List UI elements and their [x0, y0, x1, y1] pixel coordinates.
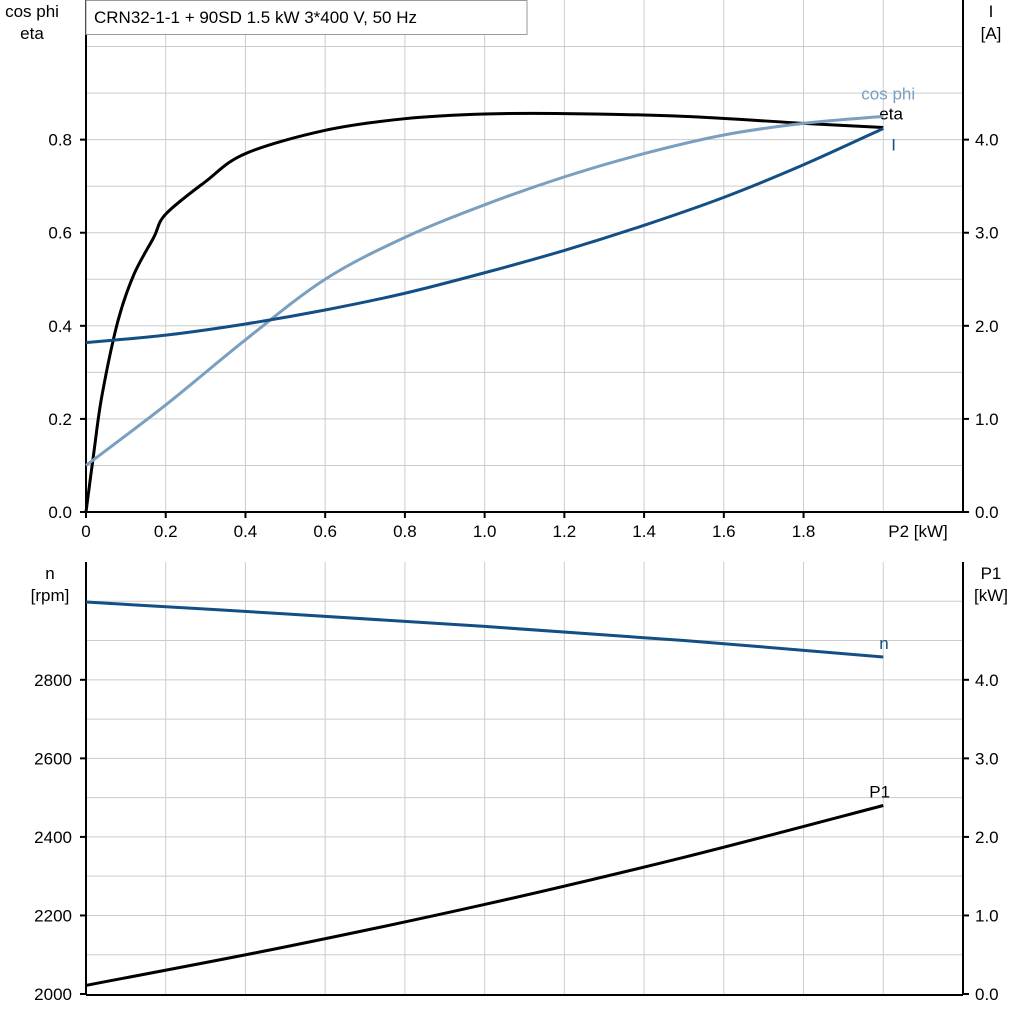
y-tick-label-right: 1.0 [975, 906, 999, 925]
y-tick-label-left: 0.6 [48, 224, 72, 243]
series-line-I [85, 127, 884, 345]
series-line-n [85, 600, 884, 659]
x-tick-label: 1.4 [632, 522, 656, 541]
y-tick-label-left: 2600 [34, 749, 72, 768]
y-axis-label-right: [kW] [974, 586, 1008, 605]
y-tick-label-left: 2400 [34, 828, 72, 847]
y-tick-label-left: 2800 [34, 671, 72, 690]
series-label-cos-phi: cos phi [861, 84, 915, 103]
y-axis-label-right: I [989, 2, 994, 21]
y-tick-label-right: 2.0 [975, 828, 999, 847]
x-axis-label: P2 [kW] [888, 522, 948, 541]
title-box [85, 0, 528, 35]
y-axis-label-left: [rpm] [31, 586, 70, 605]
x-tick-label: 0.2 [154, 522, 178, 541]
y-axis-label-left: eta [20, 24, 44, 43]
y-axis-label-right: [A] [981, 24, 1002, 43]
x-tick-label: 1.8 [792, 522, 816, 541]
x-tick-label: 1.2 [553, 522, 577, 541]
x-tick-label: 1.0 [473, 522, 497, 541]
y-tick-label-right: 4.0 [975, 131, 999, 150]
y-axis-label-right: P1 [981, 564, 1002, 583]
chart-title: CRN32-1-1 + 90SD 1.5 kW 3*400 V, 50 Hz [94, 8, 417, 27]
series-label-eta: eta [879, 105, 903, 124]
y-tick-label-right: 0.0 [975, 503, 999, 522]
x-tick-label: 0.4 [234, 522, 258, 541]
y-tick-label-left: 0.2 [48, 410, 72, 429]
y-tick-label-right: 1.0 [975, 410, 999, 429]
y-tick-label-right: 4.0 [975, 671, 999, 690]
x-tick-label: 0 [81, 522, 90, 541]
series-line-P1 [85, 804, 884, 987]
y-tick-label-left: 0.0 [48, 503, 72, 522]
y-axis-label-left: n [45, 564, 54, 583]
y-tick-label-right: 0.0 [975, 985, 999, 1004]
series-line-eta [84, 111, 884, 513]
y-tick-label-right: 3.0 [975, 224, 999, 243]
series-line-cos-phi [85, 114, 884, 467]
y-tick-label-left: 0.4 [48, 317, 72, 336]
x-tick-label: 0.6 [313, 522, 337, 541]
y-tick-label-right: 3.0 [975, 749, 999, 768]
y-tick-label-right: 2.0 [975, 317, 999, 336]
y-tick-label-left: 2000 [34, 985, 72, 1004]
x-tick-label: 1.6 [712, 522, 736, 541]
x-tick-label: 0.8 [393, 522, 417, 541]
series-label-I: I [891, 135, 896, 154]
series-label-P1: P1 [869, 782, 890, 801]
y-tick-label-left: 2200 [34, 906, 72, 925]
y-axis-label-left: cos phi [5, 2, 59, 21]
y-tick-label-left: 0.8 [48, 131, 72, 150]
series-label-n: n [879, 634, 888, 653]
